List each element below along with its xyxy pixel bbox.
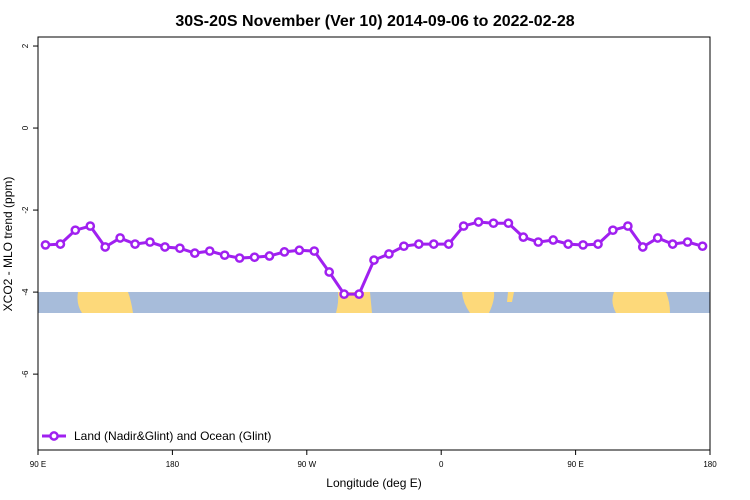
data-point bbox=[130, 239, 140, 249]
data-point bbox=[458, 221, 469, 231]
data-point bbox=[667, 239, 678, 249]
data-point bbox=[428, 239, 439, 249]
y-tick-label: -6 bbox=[21, 370, 30, 378]
data-point bbox=[608, 225, 618, 236]
x-axis-label: Longitude (deg E) bbox=[326, 476, 421, 490]
data-point bbox=[100, 242, 111, 252]
data-point bbox=[369, 255, 379, 265]
data-point bbox=[204, 246, 215, 256]
data-point bbox=[40, 240, 51, 250]
y-axis-label: XCO2 - MLO trend (ppm) bbox=[1, 177, 15, 312]
data-point bbox=[443, 239, 454, 249]
data-point bbox=[189, 248, 200, 258]
land-patch bbox=[507, 292, 514, 302]
x-tick-label: 90 E bbox=[567, 460, 583, 469]
data-point bbox=[234, 253, 245, 263]
data-point bbox=[533, 237, 544, 247]
data-point bbox=[623, 221, 633, 231]
legend-marker bbox=[49, 431, 59, 441]
data-point bbox=[518, 232, 529, 242]
y-tick-label: 0 bbox=[21, 125, 30, 130]
plot-frame bbox=[37, 36, 711, 451]
data-point bbox=[309, 246, 320, 256]
data-point bbox=[219, 250, 230, 261]
data-point bbox=[413, 239, 424, 249]
ocean-band bbox=[38, 292, 710, 313]
legend-label: Land (Nadir&Glint) and Ocean (Glint) bbox=[74, 429, 271, 443]
x-tick-label: 90 E bbox=[30, 460, 46, 469]
data-point bbox=[160, 242, 170, 252]
data-point bbox=[249, 252, 260, 263]
data-point bbox=[578, 240, 588, 250]
data-point bbox=[339, 289, 349, 300]
data-point bbox=[384, 249, 394, 259]
land-patch bbox=[612, 292, 670, 313]
data-point bbox=[637, 242, 648, 252]
data-point bbox=[145, 237, 155, 247]
data-point bbox=[324, 267, 335, 277]
land-patch bbox=[77, 292, 133, 313]
data-point bbox=[115, 233, 125, 243]
data-point bbox=[473, 217, 484, 227]
x-tick-label: 180 bbox=[703, 460, 717, 469]
x-tick-label: 180 bbox=[166, 460, 180, 469]
y-tick-label: -2 bbox=[21, 206, 30, 214]
data-point bbox=[548, 235, 559, 245]
data-point bbox=[652, 233, 663, 243]
data-point bbox=[503, 218, 514, 229]
chart-title: 30S-20S November (Ver 10) 2014-09-06 to … bbox=[175, 13, 574, 30]
y-tick-label: -4 bbox=[21, 288, 30, 296]
data-point bbox=[70, 225, 81, 236]
data-point bbox=[279, 247, 290, 257]
data-point bbox=[682, 237, 693, 247]
land-ocean-map bbox=[38, 292, 710, 313]
data-point bbox=[354, 289, 364, 300]
y-tick-label: 2 bbox=[21, 43, 30, 48]
data-point bbox=[488, 218, 499, 229]
data-point bbox=[175, 243, 185, 254]
data-point bbox=[593, 239, 603, 249]
data-point bbox=[55, 239, 66, 249]
data-point bbox=[264, 251, 275, 261]
data-point bbox=[563, 239, 573, 249]
data-point bbox=[294, 245, 305, 256]
x-tick-label: 90 W bbox=[297, 460, 316, 469]
x-tick-label: 0 bbox=[439, 460, 444, 469]
data-point bbox=[399, 241, 409, 252]
data-point bbox=[697, 241, 708, 252]
data-point bbox=[85, 221, 96, 231]
land-patch bbox=[462, 292, 495, 313]
